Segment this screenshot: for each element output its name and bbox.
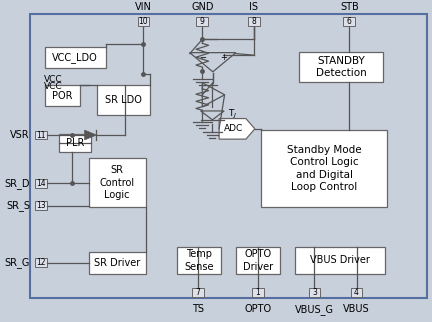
Bar [343,17,355,26]
Text: SR_S: SR_S [6,200,30,211]
Text: TS: TS [192,304,204,314]
Bar [97,85,150,115]
Bar [261,130,387,207]
Bar [45,47,106,68]
Text: SR_G: SR_G [5,257,30,268]
Bar [60,134,91,152]
Bar [252,289,264,297]
Text: 6: 6 [347,17,352,26]
Text: 8: 8 [251,17,256,26]
Text: PLR: PLR [66,138,84,148]
Bar [138,17,149,26]
Text: POR: POR [52,90,73,100]
Bar [89,158,146,207]
Text: 3: 3 [312,288,317,297]
Text: 7: 7 [196,288,200,297]
Text: T$_J$: T$_J$ [228,108,237,121]
Text: Temp
Sense: Temp Sense [184,249,214,271]
Text: SR
Control
Logic: SR Control Logic [100,165,135,200]
Bar [89,251,146,274]
Text: ADC: ADC [224,124,243,133]
Text: SR Driver: SR Driver [94,258,140,268]
Text: VBUS_G: VBUS_G [295,304,334,315]
Bar [177,247,221,274]
Text: VCC_LDO: VCC_LDO [52,52,98,63]
Text: SR_D: SR_D [5,178,30,189]
Text: OPTO: OPTO [244,304,271,314]
Text: 4: 4 [354,288,359,297]
Text: 14: 14 [37,179,46,188]
Text: IS: IS [250,3,258,13]
Text: Standby Mode
Control Logic
and Digital
Loop Control: Standby Mode Control Logic and Digital L… [287,145,362,192]
Text: VCC: VCC [44,75,62,84]
Polygon shape [200,111,224,120]
Bar [192,289,204,297]
Bar [197,17,208,26]
Polygon shape [202,83,225,107]
Text: VSR: VSR [10,130,30,140]
Bar [351,289,362,297]
Bar [45,85,80,106]
Text: +: + [220,53,227,62]
Polygon shape [85,130,96,140]
Bar [295,247,385,274]
Bar [35,258,47,267]
Bar [35,131,47,139]
Text: STB: STB [340,3,359,13]
Text: SR LDO: SR LDO [105,95,142,105]
Text: 11: 11 [37,130,46,139]
Text: 13: 13 [37,201,46,210]
Bar [299,52,383,82]
Bar [35,179,47,188]
Text: 12: 12 [37,258,46,267]
Text: VBUS Driver: VBUS Driver [310,255,370,265]
Polygon shape [190,53,236,72]
Text: OPTO
Driver: OPTO Driver [243,249,273,271]
Bar [236,247,280,274]
Bar [30,14,427,298]
Bar [35,201,47,210]
Bar [248,17,260,26]
Text: −: − [199,53,206,62]
Text: 9: 9 [200,17,205,26]
Text: VIN: VIN [135,3,152,13]
Text: GND: GND [191,3,213,13]
Text: VCC: VCC [44,82,62,91]
Text: 1: 1 [255,288,260,297]
Text: 10: 10 [139,17,148,26]
Bar [308,289,321,297]
Text: VBUS: VBUS [343,304,370,314]
Text: STANDBY
Detection: STANDBY Detection [316,56,366,78]
Polygon shape [219,118,255,139]
